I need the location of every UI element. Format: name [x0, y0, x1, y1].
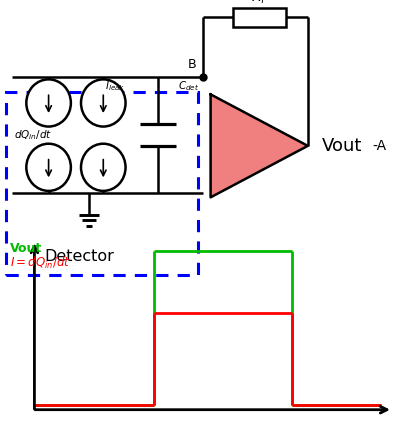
Bar [233, 8, 286, 27]
Text: $I=dQ_{in}/dt$: $I=dQ_{in}/dt$ [10, 255, 71, 272]
Text: $dQ_{in}/dt$: $dQ_{in}/dt$ [14, 128, 52, 142]
Text: -A: -A [373, 139, 387, 153]
Circle shape [81, 144, 126, 191]
Polygon shape [211, 94, 308, 197]
Text: Vout: Vout [322, 137, 362, 155]
Text: $C_{det}$: $C_{det}$ [178, 79, 200, 93]
Text: Detector: Detector [44, 249, 114, 264]
Text: $R_f$: $R_f$ [251, 0, 267, 6]
Text: B: B [188, 58, 196, 71]
Text: $I_{leak}$: $I_{leak}$ [105, 79, 126, 93]
Circle shape [26, 144, 71, 191]
Bar [6, 92, 198, 275]
Circle shape [26, 79, 71, 127]
Text: Vout: Vout [10, 242, 43, 255]
Circle shape [81, 79, 126, 127]
